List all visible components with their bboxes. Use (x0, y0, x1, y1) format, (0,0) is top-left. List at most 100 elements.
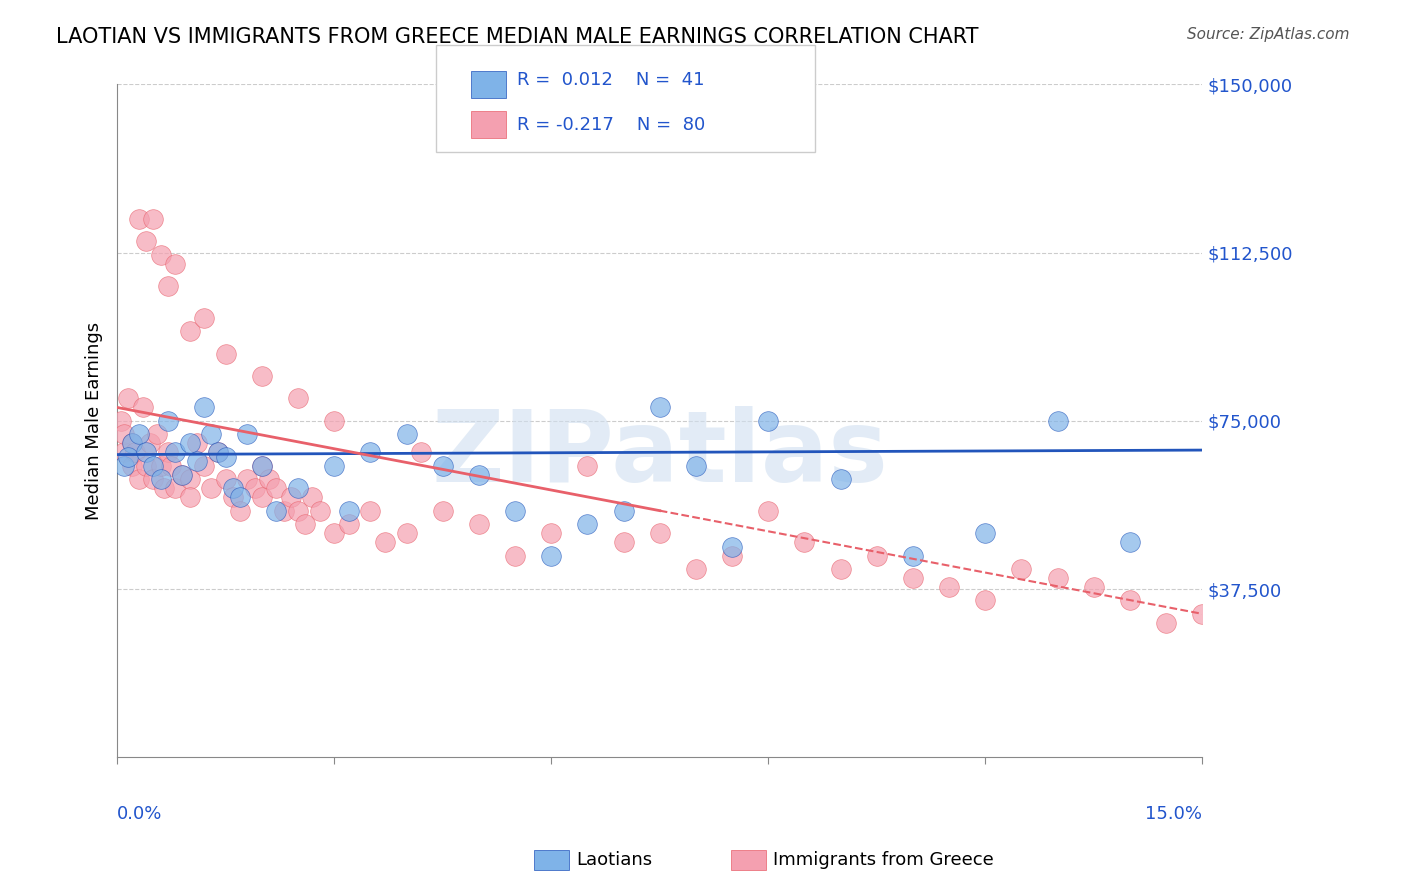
Point (756, 503, 779, 517)
Point (323, 414, 346, 428)
Text: Laotians: Laotians (576, 851, 652, 869)
Point (236, 427, 259, 442)
Point (1010, 562, 1032, 576)
Point (974, 526, 997, 541)
Point (793, 535, 815, 549)
Point (337, 503, 360, 517)
Point (200, 481, 222, 495)
Point (179, 436, 201, 450)
Point (117, 392, 139, 406)
Text: 15.0%: 15.0% (1146, 805, 1202, 822)
Point (374, 535, 396, 549)
Point (576, 458, 599, 473)
Point (830, 562, 852, 576)
Point (193, 310, 215, 325)
Point (287, 481, 309, 495)
Point (236, 472, 259, 486)
Point (257, 472, 280, 486)
Point (409, 445, 432, 459)
Point (179, 490, 201, 504)
Point (938, 580, 960, 594)
Point (165, 257, 187, 271)
Point (110, 414, 132, 428)
Point (395, 427, 418, 442)
Point (124, 445, 146, 459)
Text: R =  0.012    N =  41: R = 0.012 N = 41 (517, 71, 704, 89)
Point (193, 458, 215, 473)
Point (193, 401, 215, 415)
Point (323, 458, 346, 473)
Text: Immigrants from Greece: Immigrants from Greece (773, 851, 994, 869)
Point (308, 503, 330, 517)
Point (273, 503, 295, 517)
Point (121, 436, 143, 450)
Point (721, 549, 744, 563)
Point (901, 571, 924, 585)
Point (1154, 615, 1177, 630)
Point (207, 445, 229, 459)
Point (294, 517, 316, 532)
Point (131, 401, 153, 415)
Point (503, 549, 526, 563)
Point (266, 481, 288, 495)
Text: 0.0%: 0.0% (117, 805, 163, 822)
Point (112, 458, 135, 473)
Point (721, 540, 744, 554)
Point (337, 517, 360, 532)
Point (685, 458, 707, 473)
Point (222, 481, 245, 495)
Point (395, 526, 418, 541)
Point (685, 562, 707, 576)
Point (149, 458, 172, 473)
Point (648, 526, 671, 541)
Point (229, 503, 252, 517)
Point (128, 472, 150, 486)
Point (215, 450, 238, 464)
Point (468, 467, 491, 482)
Point (186, 436, 208, 450)
Point (432, 458, 454, 473)
Point (135, 235, 157, 249)
Point (215, 346, 238, 360)
Point (142, 458, 165, 473)
Point (165, 481, 187, 495)
Point (1046, 414, 1069, 428)
Point (156, 445, 179, 459)
Point (576, 517, 599, 532)
Point (128, 427, 150, 442)
Y-axis label: Median Male Earnings: Median Male Earnings (86, 322, 103, 520)
Point (200, 427, 222, 442)
Point (250, 490, 273, 504)
Point (215, 472, 238, 486)
Text: Source: ZipAtlas.com: Source: ZipAtlas.com (1187, 27, 1350, 42)
Point (153, 481, 176, 495)
Point (250, 369, 273, 384)
Point (287, 392, 309, 406)
Point (172, 467, 194, 482)
Point (359, 445, 381, 459)
Point (222, 490, 245, 504)
Point (179, 472, 201, 486)
Point (156, 279, 179, 293)
Point (1083, 580, 1105, 594)
Point (142, 212, 165, 227)
Point (1119, 593, 1142, 607)
Point (250, 458, 273, 473)
Point (901, 549, 924, 563)
Point (117, 450, 139, 464)
Point (612, 535, 634, 549)
Point (468, 517, 491, 532)
Point (266, 503, 288, 517)
Point (359, 503, 381, 517)
Point (229, 490, 252, 504)
Point (149, 248, 172, 262)
Point (280, 490, 302, 504)
Point (1191, 607, 1213, 621)
Point (128, 212, 150, 227)
Point (243, 481, 266, 495)
Point (503, 503, 526, 517)
Point (142, 472, 165, 486)
Point (165, 445, 187, 459)
Point (540, 526, 562, 541)
Text: R = -0.217    N =  80: R = -0.217 N = 80 (517, 116, 706, 134)
